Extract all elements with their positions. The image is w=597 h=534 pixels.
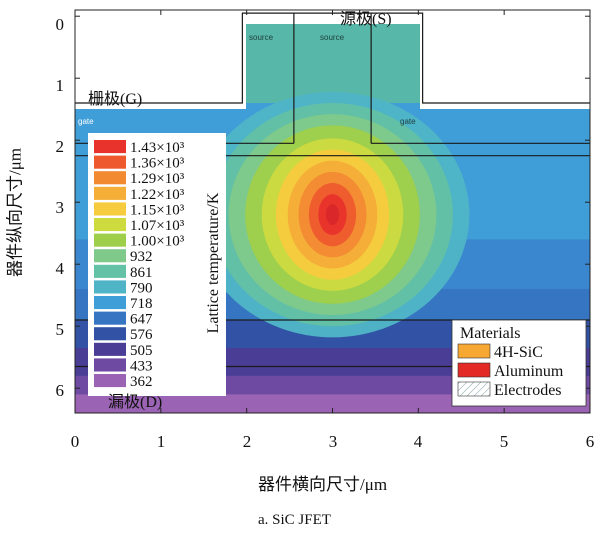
- y-tick-label: 0: [44, 15, 64, 35]
- x-axis-label: 器件横向尺寸/μm: [258, 470, 387, 495]
- y-tick-label: 2: [44, 137, 64, 157]
- colorbar-swatch: [94, 218, 126, 231]
- colorbar-level-label: 576: [130, 327, 153, 343]
- colorbar-level-label: 433: [130, 358, 153, 374]
- colorbar-level-label: 1.29×10³: [130, 171, 185, 187]
- colorbar-swatch: [94, 171, 126, 184]
- colorbar-level-label: 790: [130, 280, 153, 296]
- colorbar-swatch: [94, 187, 126, 200]
- colorbar-level-label: 647: [130, 312, 153, 328]
- legend-title: Materials: [460, 325, 520, 342]
- gate-small-label-2: gate: [400, 117, 416, 126]
- colorbar-title: Lattice temperature/K: [205, 192, 222, 333]
- legend-swatch-aluminum: [458, 363, 490, 377]
- colorbar-level-label: 505: [130, 343, 153, 359]
- legend-swatch-4h-sic: [458, 344, 490, 358]
- colorbar-level-label: 362: [130, 374, 153, 390]
- colorbar-swatch: [94, 296, 126, 309]
- x-tick-label: 3: [323, 432, 343, 452]
- gate-label: 栅极(G): [88, 90, 142, 108]
- x-tick-label: 5: [494, 432, 514, 452]
- colorbar-swatch: [94, 312, 126, 325]
- materials-legend: Materials 4H-SiC Aluminum Electrodes: [452, 320, 586, 406]
- gate-small-label-1: gate: [78, 117, 94, 126]
- colorbar-swatch: [94, 374, 126, 387]
- colorbar-swatch: [94, 202, 126, 215]
- legend-label-4h-sic: 4H-SiC: [494, 344, 543, 361]
- temperature-contour: [326, 204, 339, 225]
- x-tick-label: 1: [151, 432, 171, 452]
- y-axis-label: 器件纵向尺寸/μm: [1, 148, 26, 278]
- x-tick-label: 2: [237, 432, 257, 452]
- source-small-label-2: source: [320, 33, 345, 42]
- y-tick-label: 1: [44, 76, 64, 96]
- colorbar-swatch: [94, 140, 126, 153]
- colorbar-level-label: 1.43×10³: [130, 140, 185, 156]
- legend-label-aluminum: Aluminum: [494, 363, 564, 380]
- x-tick-label: 4: [408, 432, 428, 452]
- colorbar-swatch: [94, 265, 126, 278]
- x-tick-label: 0: [65, 432, 85, 452]
- drain-label: 漏极(D): [108, 393, 162, 411]
- colorbar-level-label: 718: [130, 296, 153, 312]
- figure-caption: a. SiC JFET: [258, 512, 331, 529]
- y-tick-label: 5: [44, 320, 64, 340]
- colorbar-level-label: 861: [130, 265, 153, 281]
- colorbar-swatch: [94, 280, 126, 293]
- y-tick-label: 3: [44, 198, 64, 218]
- colorbar-level-label: 1.36×10³: [130, 156, 185, 172]
- source-label: 源极(S): [340, 10, 392, 28]
- source-small-label-1: source: [249, 33, 274, 42]
- colorbar-level-label: 1.07×10³: [130, 218, 185, 234]
- colorbar-swatch: [94, 358, 126, 371]
- y-tick-label: 6: [44, 381, 64, 401]
- colorbar-level-label: 932: [130, 249, 153, 265]
- legend-label-electrodes: Electrodes: [494, 382, 562, 399]
- colorbar-swatch: [94, 234, 126, 247]
- legend-swatch-electrodes: [458, 382, 490, 396]
- colorbar-level-label: 1.22×10³: [130, 187, 185, 203]
- colorbar-level-label: 1.15×10³: [130, 202, 185, 218]
- x-tick-label: 6: [580, 432, 597, 452]
- colorbar-level-label: 1.00×10³: [130, 234, 185, 250]
- colorbar-swatch: [94, 156, 126, 169]
- colorbar-swatch: [94, 327, 126, 340]
- colorbar-swatch: [94, 249, 126, 262]
- y-tick-label: 4: [44, 259, 64, 279]
- colorbar-swatch: [94, 343, 126, 356]
